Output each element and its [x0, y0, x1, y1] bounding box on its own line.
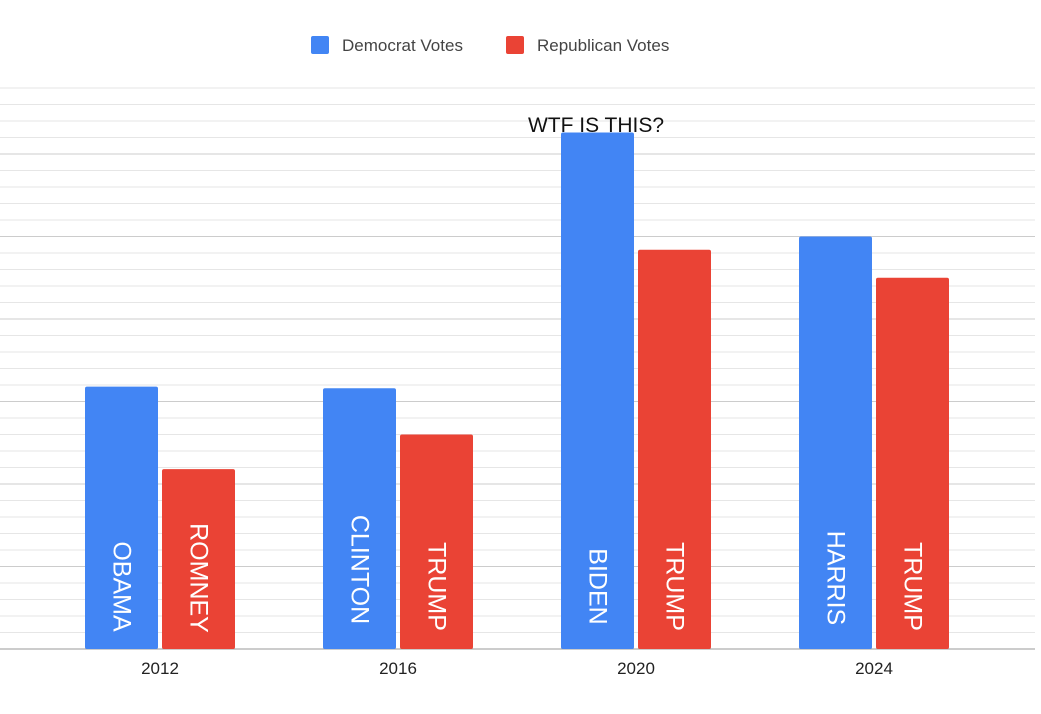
bar-label: ROMNEY — [185, 523, 213, 633]
bar-republican-votes-2024 — [876, 277, 949, 649]
bar-democrat-votes-2024 — [799, 236, 872, 649]
annotation: WTF IS THIS? — [528, 114, 664, 137]
bar-republican-votes-2016 — [400, 434, 473, 649]
bar-republican-votes-2012 — [162, 469, 235, 649]
bar-label: CLINTON — [346, 515, 374, 624]
x-tick-label: 2016 — [379, 659, 417, 678]
bar-label: OBAMA — [108, 541, 136, 632]
legend-swatch — [506, 36, 524, 54]
bar-label: TRUMP — [899, 542, 927, 631]
x-tick-label: 2012 — [141, 659, 179, 678]
annotations: WTF IS THIS? — [528, 114, 664, 137]
bar-label: HARRIS — [822, 531, 850, 625]
bar-label: TRUMP — [661, 542, 689, 631]
bar-democrat-votes-2020 — [561, 132, 634, 650]
x-tick-label: 2024 — [855, 659, 893, 678]
bar-democrat-votes-2012 — [85, 386, 158, 649]
bar-label: TRUMP — [423, 542, 451, 631]
legend-label: Democrat Votes — [342, 36, 463, 55]
legend-label: Republican Votes — [537, 36, 669, 55]
bar-republican-votes-2020 — [638, 249, 711, 649]
x-axis: 2012 2016 2020 2024 — [141, 659, 893, 678]
bar-label: BIDEN — [584, 548, 612, 624]
legend: Democrat Votes Republican Votes — [311, 36, 669, 55]
bar-democrat-votes-2016 — [323, 388, 396, 649]
legend-swatch — [311, 36, 329, 54]
x-tick-label: 2020 — [617, 659, 655, 678]
bars: OBAMA ROMNEY CLINTON TRUMP BIDEN TRUMP HARRIS T… — [85, 132, 949, 650]
